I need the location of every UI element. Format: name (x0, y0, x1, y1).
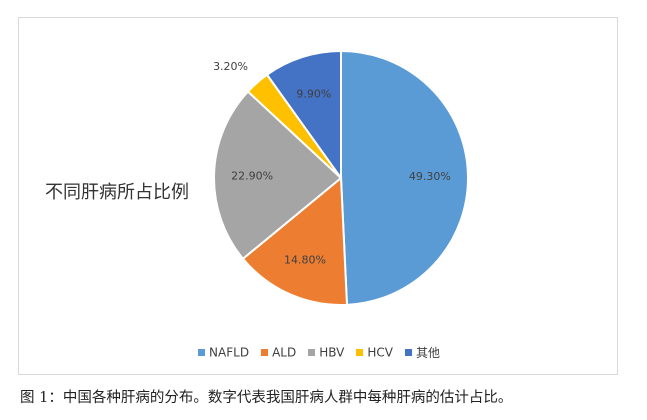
pie-slice-NAFLD (340, 49, 469, 306)
pie-chart: 49.30% 14.80% 22.90% 3.20% 9.90% (213, 49, 469, 306)
pie-slice-HBV (213, 90, 343, 261)
legend-item-其他: 其他 (404, 344, 440, 361)
figure-caption: 图 1：中国各种肝病的分布。数字代表我国肝病人群中每种肝病的估计占比。 (20, 390, 513, 406)
legend-item-HBV: HBV (308, 345, 344, 360)
data-label-ALD: 14.80% (284, 253, 326, 266)
legend-label: ALD (272, 345, 297, 360)
data-label-其他: 9.90% (296, 87, 331, 100)
legend-swatch (404, 349, 412, 356)
legend-label: NAFLD (209, 345, 250, 360)
legend-swatch (308, 349, 316, 356)
chart-frame: 不同肝病所占比例 49.30% 14.80% 22.90% 3.20% 9.90% NA… (18, 17, 618, 375)
legend-item-NAFLD: NAFLD (198, 345, 249, 360)
legend-swatch (261, 349, 269, 356)
legend-label: HBV (319, 345, 345, 360)
legend-item-HCV: HCV (356, 345, 393, 360)
legend-swatch (356, 349, 364, 356)
legend-label: 其他 (415, 346, 440, 360)
legend-swatch (198, 349, 206, 356)
chart-title: 不同肝病所占比例 (45, 182, 189, 203)
legend-label: HCV (367, 345, 393, 360)
data-label-HBV: 22.90% (231, 169, 273, 182)
data-label-NAFLD: 49.30% (409, 170, 451, 183)
pie-slice-其他 (265, 49, 342, 182)
pie-slice-ALD (241, 175, 349, 306)
legend-item-ALD: ALD (261, 345, 296, 360)
data-label-HCV: 3.20% (213, 60, 248, 73)
legend: NAFLD ALD HBV HCV 其他 (19, 344, 619, 361)
